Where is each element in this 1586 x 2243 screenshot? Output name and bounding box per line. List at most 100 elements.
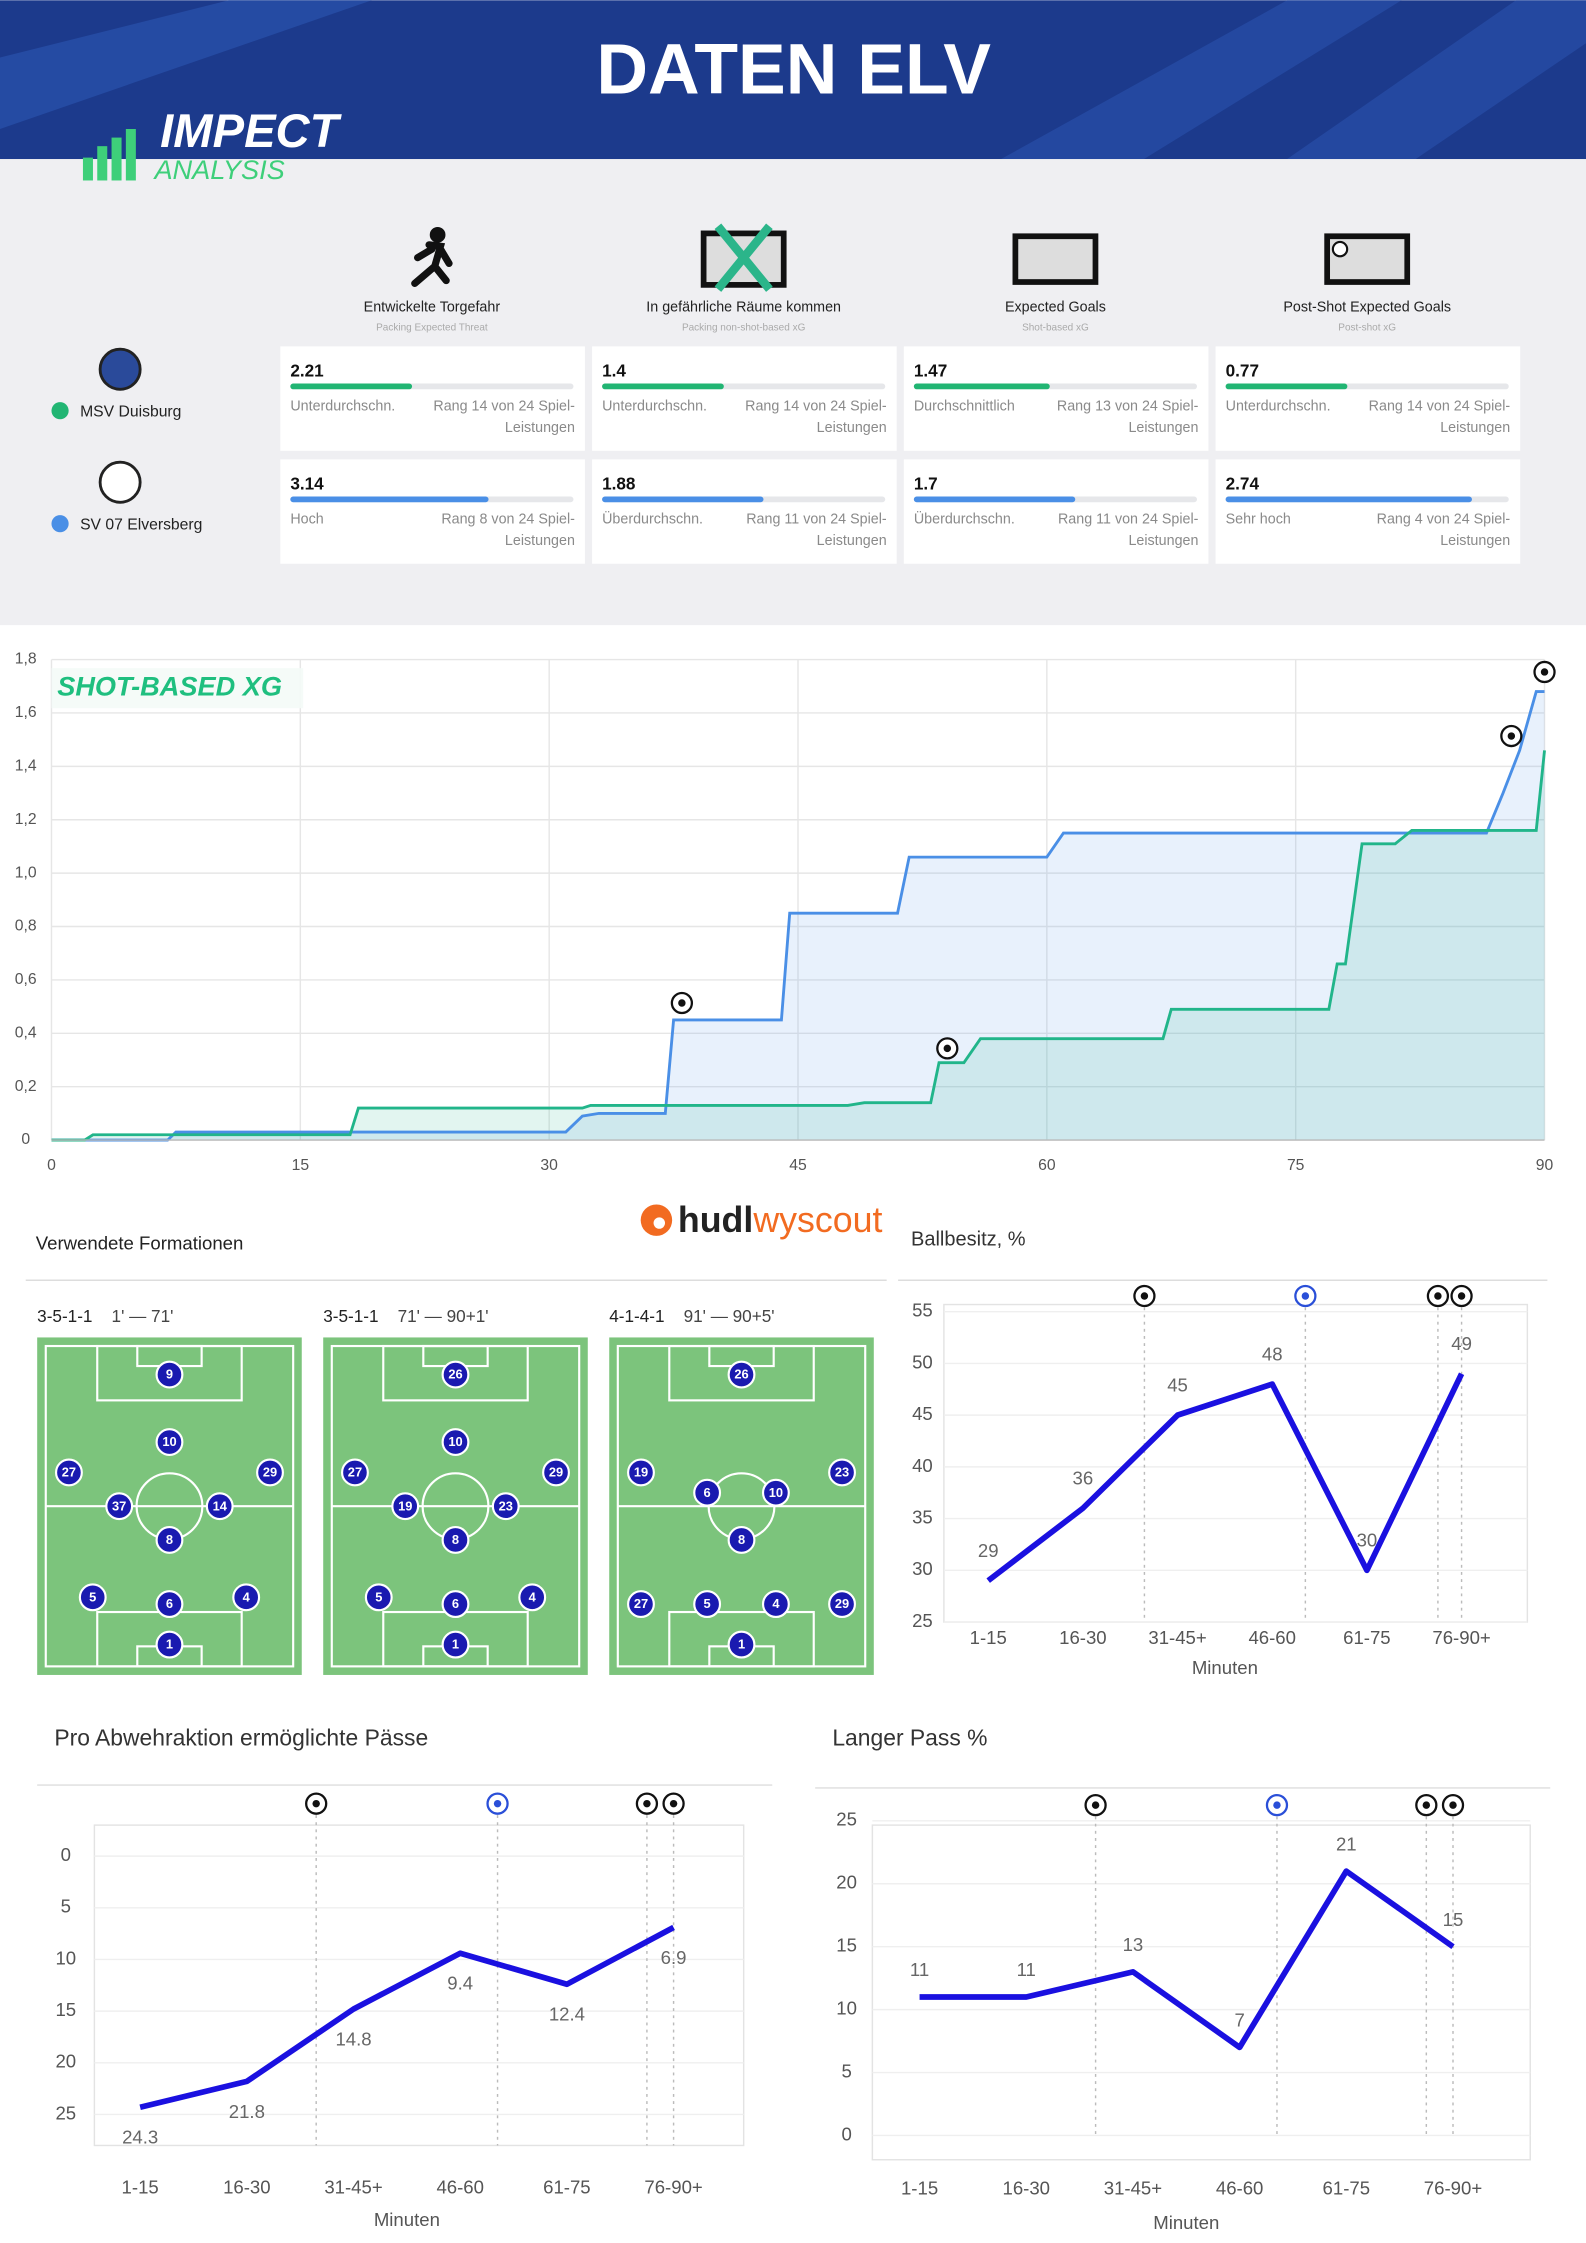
data-label: 30 [1357,1530,1378,1551]
plot-frame [93,1824,745,2147]
line [51,750,1546,1142]
x-tick-label: 61-75 [1323,2178,1371,2199]
x-tick-label: 0 [47,1157,56,1174]
x-tick-label: 1-15 [901,2178,938,2199]
banner-stripe [0,0,372,129]
data-label: 24.3 [122,2127,158,2148]
player-marker [105,1492,134,1521]
player-number: 19 [634,1465,648,1480]
ball-pattern [312,1799,320,1808]
player-number: 29 [263,1465,277,1480]
player-marker [828,1590,856,1619]
data-label: 6.9 [661,1947,687,1968]
formation-name: 3-5-1-1 [323,1306,378,1326]
data-label: 7 [1234,2010,1244,2031]
metric-card [280,459,585,564]
y-tick-label: 50 [912,1351,933,1372]
bar [602,383,724,390]
player-marker [256,1458,284,1487]
player-number: 8 [738,1532,745,1547]
player-number: 6 [166,1596,173,1611]
player-marker [54,1458,83,1487]
line [919,1868,1455,2051]
line [986,1372,1465,1583]
player-number: 10 [162,1434,176,1449]
player-number: 29 [549,1465,563,1480]
player-marker [627,1458,655,1487]
chart-title: Langer Pass % [832,1724,987,1750]
x-tick-label: 90 [1536,1157,1554,1174]
ball-pattern [643,1799,651,1808]
y-tick-label: 0 [841,2123,851,2144]
metric-rank-box: Rang 13 von 24 Spiel-Leistungen [1057,399,1199,436]
metric-rating: Durchschnittlich [913,399,1015,416]
x-tick-label: 16-30 [223,2176,271,2197]
x-tick-label: 30 [540,1157,558,1174]
y-tick-label: 5 [841,2060,851,2081]
player-marker [727,1630,756,1659]
y-tick-label: 10 [55,1947,76,1968]
player-number: 5 [704,1596,711,1611]
y-tick-label: 25 [912,1610,933,1631]
player-marker [441,1526,470,1554]
y-tick-label: 45 [912,1403,933,1424]
line [139,1924,675,2111]
ball-pattern [1507,732,1516,740]
data-label: 11 [1017,1959,1036,1980]
formation-name: 4-1-4-1 [609,1306,664,1326]
ball-pattern [943,1044,952,1053]
player-number: 1 [452,1637,459,1652]
player-marker [761,1590,790,1619]
bar [1225,496,1472,503]
player-number: 10 [769,1485,783,1500]
metric-rank-box: Rang 8 von 24 Spiel-Leistungen [441,512,575,549]
x-tick-label: 61-75 [543,2176,591,2197]
x-axis-label: Minuten [1153,2212,1219,2233]
icon-goal-ball [1324,233,1411,285]
team-logo [98,460,142,504]
metric-card [903,459,1209,564]
x-tick-label: 16-30 [1059,1627,1107,1648]
player-number: 14 [213,1498,228,1513]
player-number: 8 [452,1532,459,1547]
metric-value: 2.74 [1226,474,1260,494]
y-tick-label: 20 [836,1872,857,1893]
area [51,691,1545,1141]
bar [913,496,1076,503]
player-number: 5 [89,1589,96,1604]
player-marker [491,1492,520,1521]
y-tick-label: 1,4 [15,758,37,775]
banner-stripe [1001,0,1402,160]
formation-name: 3-5-1-1 [37,1306,92,1326]
hudl-icon-inner [653,1217,666,1229]
hudl-logo: hudlwyscout [678,1200,883,1240]
y-tick-label: 0,4 [15,1024,37,1041]
x-tick-label: 31-45+ [324,2176,382,2197]
ball-pattern [669,1799,678,1808]
player-marker [441,1590,470,1619]
pitch-lines [616,1344,867,1668]
logo: IMPECT [160,105,342,158]
y-tick-label: 20 [55,2051,76,2072]
x-axis-label: Minuten [1192,1657,1258,1678]
data-label: 48 [1262,1343,1283,1364]
player-marker [727,1526,756,1554]
metric-rank: Rang 11 von 24 Spiel-Leistungen [1057,512,1199,550]
data-label: 9.4 [447,1973,473,1994]
player-marker [727,1360,756,1389]
y-tick-label: 10 [836,1998,857,2019]
x-tick-label: 76-90+ [1424,2178,1482,2199]
y-tick-label: 30 [912,1558,933,1579]
metric-rating-box: Überdurchschn. [914,512,1015,528]
x-tick-label: 75 [1287,1157,1305,1174]
line [51,690,1545,1142]
y-tick-label: 5 [61,1896,71,1917]
x-tick-label: 1-15 [122,2176,159,2197]
y-tick-label: 1,6 [15,704,37,721]
icon-part [411,241,453,288]
data-label: 14.8 [335,2028,371,2049]
logo-part: hudl [678,1200,753,1240]
player-marker [542,1458,570,1487]
